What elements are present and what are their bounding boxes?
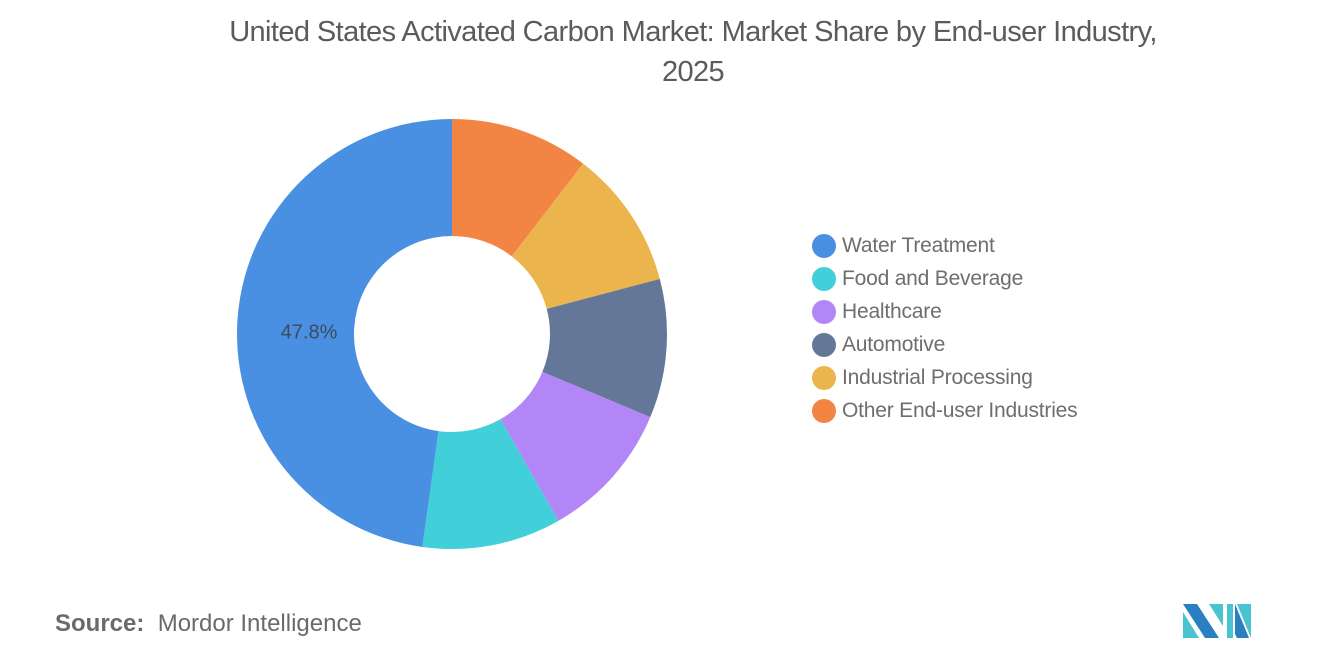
chart-title-line1: United States Activated Carbon Market: M… [229,16,1157,48]
source-value: Mordor Intelligence [157,610,362,637]
legend-item-food-and-beverage[interactable]: Food and Beverage [812,262,1077,295]
legend-item-healthcare[interactable]: Healthcare [812,295,1077,328]
legend: Water Treatment Food and Beverage Health… [812,229,1078,427]
legend-dot-icon [812,299,836,324]
slice-healthcare[interactable] [500,371,651,521]
slice-water-treatment[interactable] [236,119,452,547]
legend-item-industrial-processing[interactable]: Industrial Processing [812,361,1077,394]
mordor-intelligence-logo-icon [1183,604,1251,638]
legend-dot-icon [812,266,836,291]
slice-other-end-user-industries[interactable] [452,119,584,257]
legend-item-other-end-user-industries[interactable]: Other End-user Industries [812,394,1078,427]
donut-slices [236,119,667,549]
slice-industrial-processing[interactable] [511,163,660,309]
legend-dot-icon [812,398,836,423]
chart-title-line2: 2025 [661,56,725,88]
legend-dot-icon [812,365,836,390]
legend-dot-icon [812,332,836,357]
legend-item-water-treatment[interactable]: Water Treatment [812,229,1077,262]
data-label-water-treatment: 47.8% [281,321,338,343]
source-note: Source: Mordor Intelligence [55,610,362,638]
slice-automotive[interactable] [542,278,667,418]
legend-item-automotive[interactable]: Automotive [812,328,1077,361]
legend-dot-icon [812,233,836,258]
slice-food-and-beverage[interactable] [422,419,559,549]
source-label: Source: [55,610,145,637]
chart-title: United States Activated Carbon Market: M… [0,12,1320,92]
